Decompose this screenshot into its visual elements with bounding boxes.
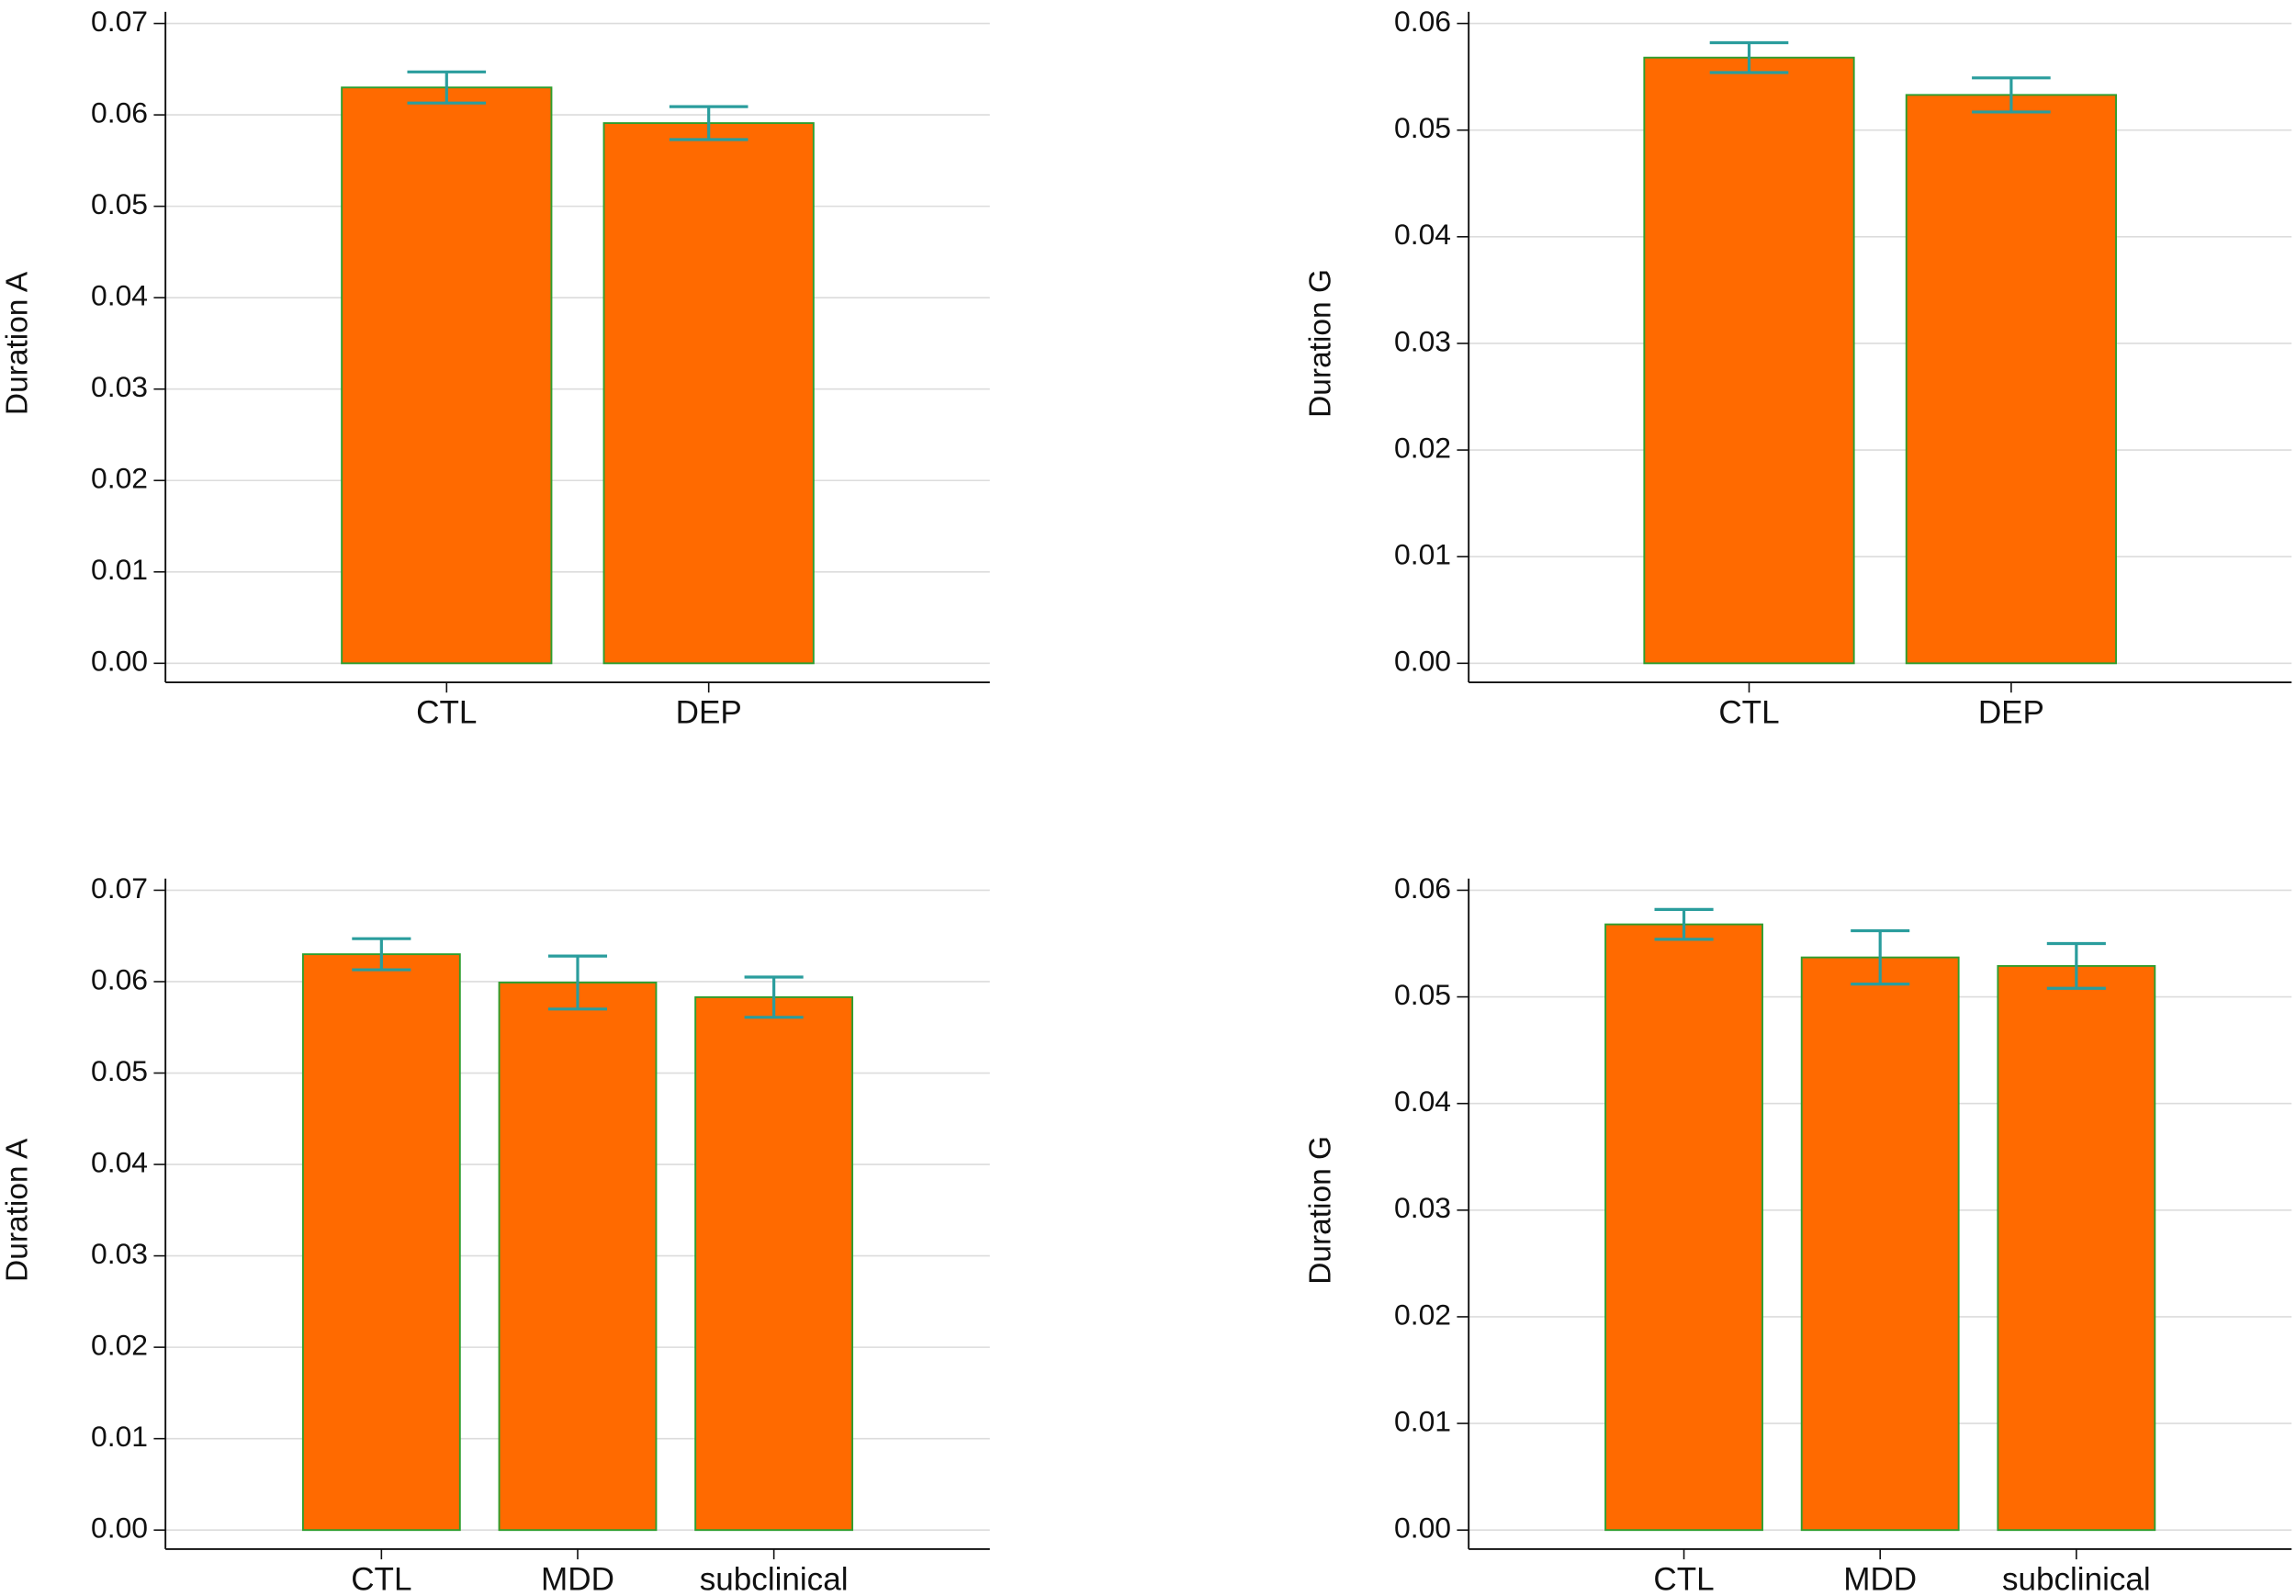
bar — [1997, 964, 2156, 1532]
y-tick-label: 0.05 — [1394, 978, 1451, 1011]
y-axis-label: Duration G — [1304, 269, 1338, 418]
x-tick-label: MDD — [1843, 1561, 1917, 1596]
error-bar — [352, 937, 411, 972]
y-tick-label: 0.01 — [1394, 1404, 1451, 1437]
error-bar — [547, 954, 608, 1011]
bar — [694, 995, 854, 1532]
error-bar — [1851, 928, 1910, 986]
y-tick-label: 0.01 — [91, 1420, 148, 1453]
y-tick-label: 0.03 — [91, 1237, 148, 1270]
y-tick-label: 0.05 — [91, 187, 148, 220]
error-bar — [744, 975, 804, 1019]
bar — [1905, 94, 2118, 665]
y-tick-label: 0.04 — [91, 279, 148, 312]
y-tick-label: 0.06 — [91, 96, 148, 129]
y-tick-label: 0.03 — [1394, 1191, 1451, 1224]
bar — [301, 953, 461, 1532]
y-tick-label: 0.05 — [91, 1054, 148, 1087]
error-bar — [669, 105, 748, 141]
x-tick-label: CTL — [1653, 1561, 1714, 1596]
y-tick-label: 0.07 — [91, 871, 148, 905]
y-tick-label: 0.02 — [91, 1329, 148, 1362]
bar — [498, 982, 658, 1532]
error-bar — [407, 70, 487, 105]
y-tick-label: 0.00 — [1394, 1512, 1451, 1545]
y-tick-label: 0.00 — [91, 645, 148, 678]
error-bar — [2046, 941, 2106, 990]
bar — [1800, 956, 1960, 1532]
bar — [1643, 56, 1855, 665]
y-tick-label: 0.03 — [1394, 324, 1451, 357]
y-tick-label: 0.06 — [1394, 5, 1451, 38]
x-tick-label: CTL — [351, 1561, 411, 1596]
y-tick-label: 0.05 — [1394, 111, 1451, 144]
bar — [1604, 923, 1763, 1532]
bar — [602, 122, 815, 665]
error-bar — [1709, 40, 1789, 74]
y-axis-label: Duration A — [1, 1138, 35, 1282]
x-tick-label: CTL — [1718, 694, 1779, 730]
y-tick-label: 0.02 — [1394, 1298, 1451, 1331]
y-tick-label: 0.07 — [91, 5, 148, 38]
y-tick-label: 0.00 — [1394, 645, 1451, 678]
error-bar — [1972, 76, 2051, 114]
x-tick-label: CTL — [416, 694, 477, 730]
x-tick-label: subclinical — [2002, 1561, 2151, 1596]
y-tick-label: 0.04 — [1394, 218, 1451, 251]
bar — [341, 86, 553, 665]
x-tick-label: MDD — [541, 1561, 614, 1596]
x-tick-label: subclinical — [700, 1561, 849, 1596]
y-tick-label: 0.01 — [1394, 538, 1451, 571]
y-tick-label: 0.01 — [91, 553, 148, 586]
y-tick-label: 0.06 — [1394, 871, 1451, 905]
y-tick-label: 0.02 — [91, 462, 148, 495]
error-bar — [1654, 907, 1714, 941]
y-tick-label: 0.02 — [1394, 431, 1451, 464]
x-tick-label: DEP — [676, 694, 742, 730]
y-axis-label: Duration A — [1, 271, 35, 415]
y-tick-label: 0.06 — [91, 962, 148, 995]
y-tick-label: 0.04 — [1394, 1085, 1451, 1118]
y-axis-label: Duration G — [1304, 1136, 1338, 1285]
y-tick-label: 0.04 — [91, 1145, 148, 1178]
y-tick-label: 0.00 — [91, 1512, 148, 1545]
y-tick-label: 0.03 — [91, 370, 148, 403]
x-tick-label: DEP — [1978, 694, 2044, 730]
